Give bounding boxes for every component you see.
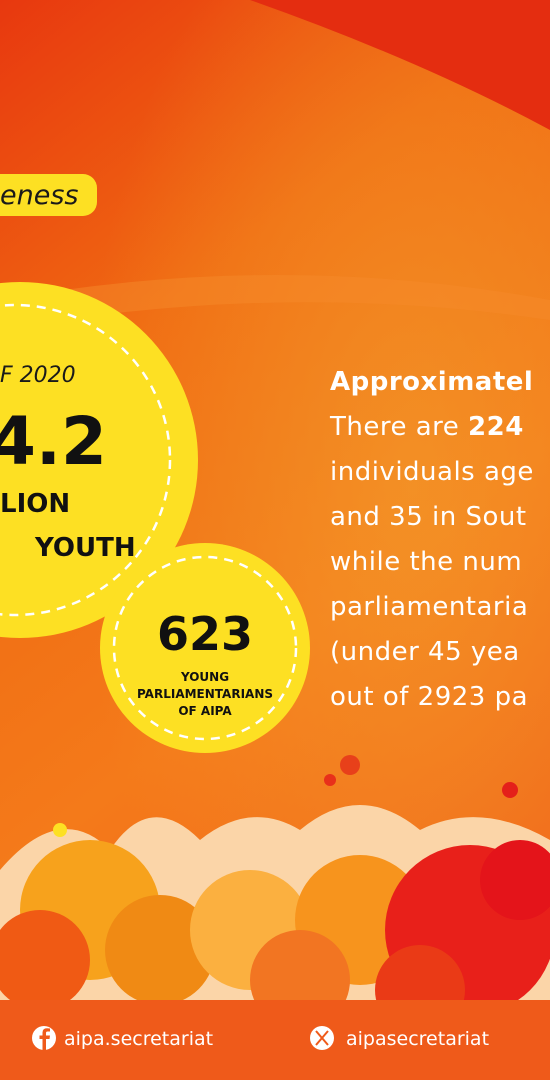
paragraph-text: There are <box>329 412 468 442</box>
tag-pill <box>0 174 97 216</box>
paragraph-body: There are 224 individuals age and 35 in So… <box>329 412 534 712</box>
paragraph-heading: Approximatel <box>330 367 533 397</box>
top-swoosh <box>250 0 550 130</box>
secondary-label-line: YOUNG <box>180 670 229 684</box>
footer-bar <box>0 1000 550 1080</box>
paragraph-line: (under 45 yea <box>330 637 520 667</box>
secondary-label: YOUNG PARLIAMENTARIANS OF AIPA <box>137 670 273 718</box>
secondary-circle <box>100 543 310 753</box>
secondary-number: 623 <box>157 607 253 661</box>
wave <box>0 275 550 330</box>
paragraph-bold: 224 <box>468 412 524 442</box>
stat-label: YOUTH <box>34 533 136 563</box>
tag-text: eness <box>0 180 78 211</box>
secondary-label-line: OF AIPA <box>178 704 232 718</box>
secondary-dash <box>112 555 298 741</box>
paragraph-line: out of 2923 pa <box>330 682 528 712</box>
paragraph-line: individuals age <box>330 457 534 487</box>
stat-number: 4.2 <box>0 403 107 480</box>
secondary-label-line: PARLIAMENTARIANS <box>137 687 273 701</box>
paint-splatter <box>0 755 550 1035</box>
main-circle <box>0 282 198 638</box>
paragraph-line: There are 224 <box>329 412 524 442</box>
x-handle[interactable]: aipasecretariat <box>346 1028 489 1050</box>
paragraph-line: and 35 in Sout <box>330 502 527 532</box>
main-dash <box>0 303 172 617</box>
stat-year: F 2020 <box>0 363 76 388</box>
x-glyph <box>315 1030 329 1046</box>
stat-unit: LION <box>0 489 70 519</box>
facebook-handle[interactable]: aipa.secretariat <box>64 1028 213 1050</box>
paragraph-line: parliamentaria <box>330 592 528 622</box>
paragraph-line: while the num <box>330 547 522 577</box>
facebook-glyph <box>39 1028 50 1050</box>
